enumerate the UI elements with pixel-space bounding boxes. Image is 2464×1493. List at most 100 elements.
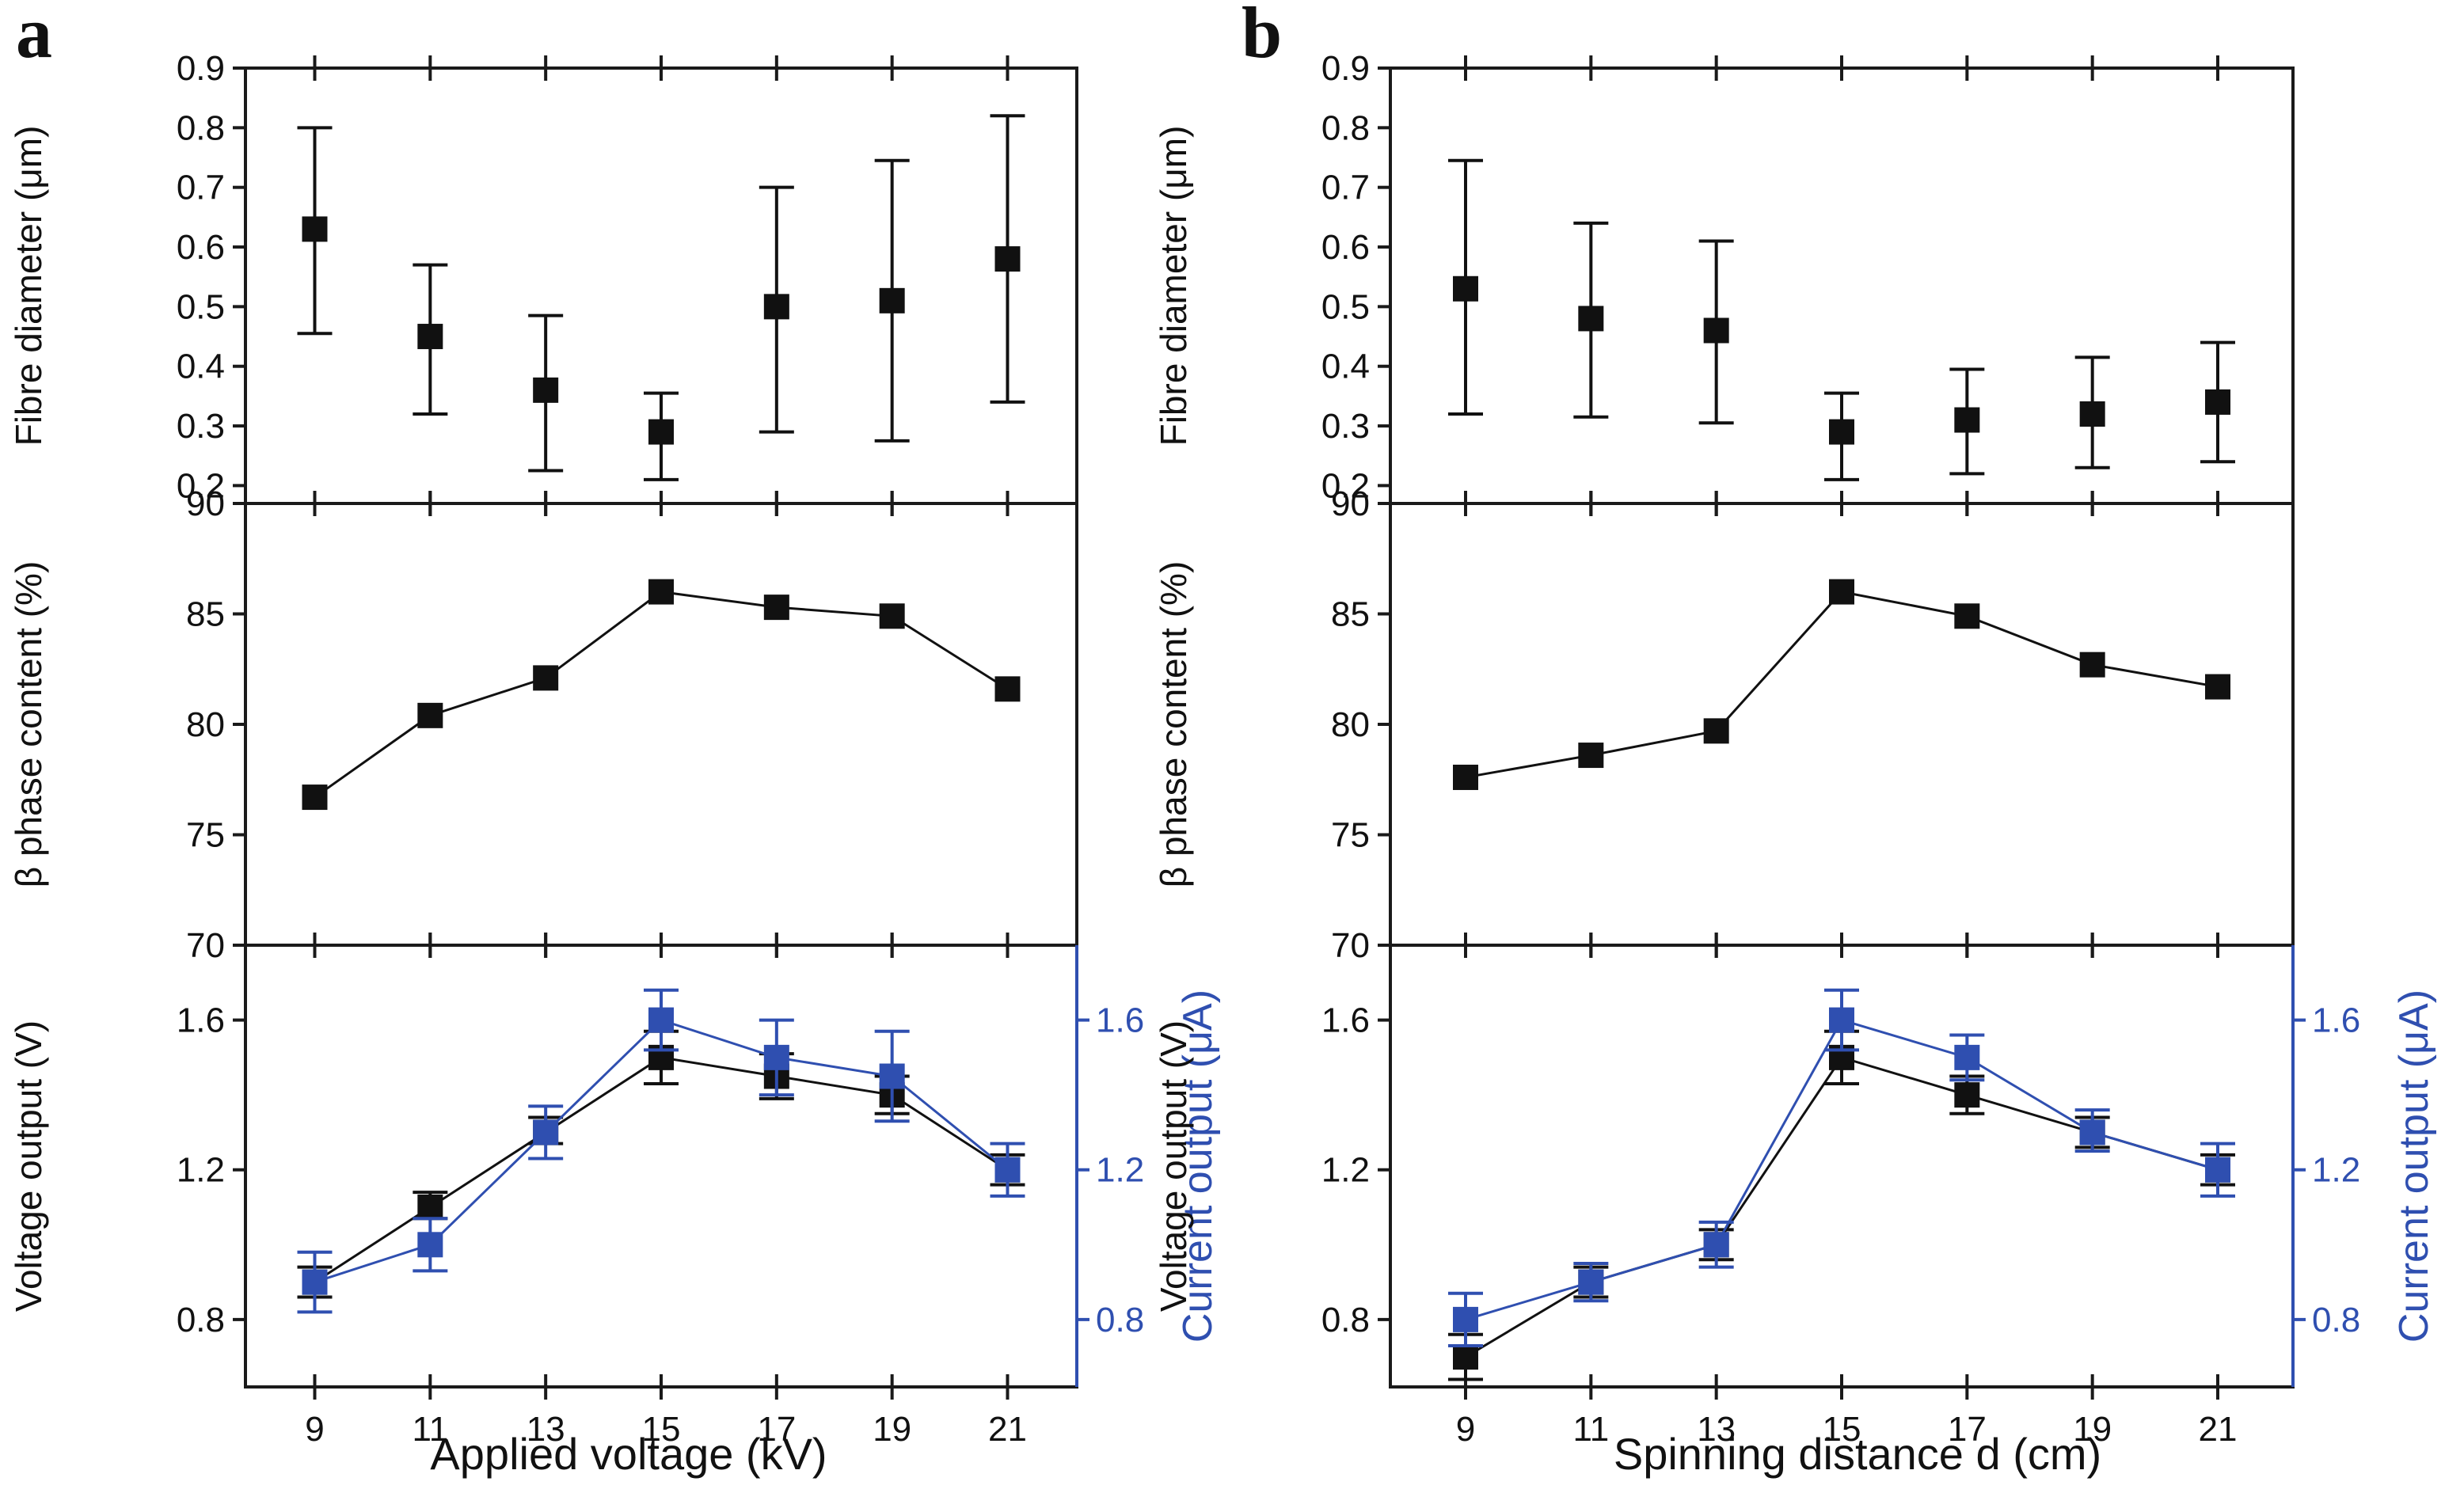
panel-a-beta-phase-y-tick-label: 70 bbox=[186, 926, 225, 965]
panel-b-beta-phase-y-tick-label: 75 bbox=[1331, 816, 1370, 855]
panel-a-output-current-output-marker bbox=[648, 1007, 674, 1033]
panel-b-fibre-diameter-fibre-diameter-marker bbox=[1954, 407, 1980, 433]
panel-b-beta-phase-subplot: 70 75 80 85 90 β phase content (%) bbox=[1153, 484, 2295, 965]
panel-b-output-right-y-tick-label: 1.2 bbox=[2312, 1151, 2360, 1190]
panel-a-fibre-diameter-fibre-diameter-marker bbox=[879, 287, 905, 313]
panel-a-output-current-output-marker bbox=[994, 1157, 1021, 1183]
panel-b-fibre-diameter-fibre-diameter-marker bbox=[1453, 275, 1478, 302]
panel-b-beta-phase--phase-content-marker bbox=[2205, 674, 2230, 700]
panel-a-output-x-tick-label: 9 bbox=[305, 1410, 324, 1449]
panel-a-output-right-y-axis-label: Current output (μA) bbox=[1175, 990, 1221, 1343]
panel-a-output-current-output-marker bbox=[302, 1269, 328, 1295]
panel-a-output-x-tick-label: 19 bbox=[873, 1410, 911, 1449]
panel-a-x-axis-label: Applied voltage (kV) bbox=[430, 1429, 827, 1479]
panel-a-fibre-diameter-y-tick-label: 0.5 bbox=[177, 287, 225, 326]
panel-b-output-right-y-tick-label: 0.8 bbox=[2312, 1301, 2360, 1339]
panel-a-fibre-diameter-y-axis-label: Fibre diameter (μm) bbox=[8, 126, 49, 446]
panel-b-output-y-tick-label: 1.2 bbox=[1321, 1151, 1370, 1190]
panel-a-output-x-tick-label: 17 bbox=[757, 1410, 796, 1449]
panel-b-output-x-tick-label: 19 bbox=[2073, 1410, 2112, 1449]
panel-a-fibre-diameter-subplot: 0.2 0.3 0.4 0.5 0.6 0.7 0.8 0.9 Fibre diameter (… bbox=[8, 49, 1078, 516]
panel-a-fibre-diameter-y-tick-label: 0.7 bbox=[177, 169, 225, 207]
panel-a-fibre-diameter-fibre-diameter-marker bbox=[648, 419, 674, 445]
panel-b-fibre-diameter-y-tick-label: 0.7 bbox=[1321, 169, 1370, 207]
panel-a-output-right-y-tick-label: 1.2 bbox=[1096, 1151, 1144, 1190]
panel-a-output-current-output-marker bbox=[879, 1063, 905, 1089]
panel-letter-a: a bbox=[16, 0, 52, 73]
panel-b-output-y-axis-label: Voltage output (V) bbox=[1153, 1020, 1194, 1312]
panel-a-output-x-tick-label: 11 bbox=[412, 1410, 448, 1449]
panel-b-fibre-diameter-y-tick-label: 0.6 bbox=[1321, 228, 1370, 267]
panel-a-output-y-tick-label: 1.2 bbox=[177, 1151, 225, 1190]
panel-b-output-y-tick-label: 1.6 bbox=[1321, 1001, 1370, 1040]
panel-b-output-voltage-output-marker bbox=[1453, 1344, 1478, 1370]
panel-a-fibre-diameter-y-tick-label: 0.8 bbox=[177, 108, 225, 147]
panel-a-output-right-y-tick-label: 1.6 bbox=[1096, 1001, 1144, 1040]
panel-b-output-current-output-marker bbox=[2079, 1119, 2105, 1145]
panel-letter-b: b bbox=[1242, 0, 1282, 73]
panel-a-fibre-diameter-fibre-diameter-marker bbox=[302, 216, 328, 242]
panel-b-output-subplot: 9 11 13 15 17 19 21 0.8 1.2 1.6 Voltage output (V)… bbox=[1153, 933, 2437, 1449]
panel-b-output-x-tick-label: 9 bbox=[1456, 1410, 1475, 1449]
panel-b-output-current-output-marker bbox=[2205, 1157, 2230, 1183]
panel-b-output-voltage-output-marker bbox=[1954, 1082, 1980, 1108]
panel-b-output-current-output-marker bbox=[1954, 1044, 1980, 1070]
panel-b-fibre-diameter-y-tick-label: 0.2 bbox=[1321, 466, 1370, 505]
panel-b-fibre-diameter-subplot: 0.2 0.3 0.4 0.5 0.6 0.7 0.8 0.9 Fibre diameter (… bbox=[1153, 49, 2295, 516]
panel-a-fibre-diameter-y-tick-label: 0.3 bbox=[177, 407, 225, 446]
panel-b-beta-phase--phase-content-marker bbox=[1954, 603, 1980, 629]
panel-a-beta-phase--phase-content-marker bbox=[648, 579, 674, 605]
panel-a-beta-phase--phase-content-marker bbox=[994, 676, 1021, 702]
panel-b-output-x-tick-label: 21 bbox=[2199, 1410, 2238, 1449]
panel-b-output-current-output-marker bbox=[1578, 1269, 1604, 1295]
panel-a-beta-phase-y-tick-label: 90 bbox=[186, 484, 225, 523]
panel-a-beta-phase-y-tick-label: 85 bbox=[186, 595, 225, 634]
panel-a-output-y-tick-label: 1.6 bbox=[177, 1001, 225, 1040]
panel-b-output-current-output-marker bbox=[1453, 1306, 1478, 1332]
panel-b-output-current-output-marker bbox=[1829, 1007, 1854, 1033]
panel-b-x-axis-label: Spinning distance d (cm) bbox=[1614, 1429, 2101, 1479]
panel-a-output-x-tick-label: 21 bbox=[988, 1410, 1027, 1449]
panel-b-beta-phase-y-tick-label: 70 bbox=[1331, 926, 1370, 965]
panel-b-beta-phase--phase-content-marker bbox=[1453, 764, 1478, 790]
panel-a-output-right-y-tick-label: 0.8 bbox=[1096, 1301, 1144, 1339]
panel-b-output-x-tick-label: 13 bbox=[1697, 1410, 1736, 1449]
panel-a-fibre-diameter-y-tick-label: 0.6 bbox=[177, 228, 225, 267]
plots: 0.2 0.3 0.4 0.5 0.6 0.7 0.8 0.9 Fibre diameter (… bbox=[8, 49, 2437, 1449]
panel-b-fibre-diameter-y-tick-label: 0.3 bbox=[1321, 407, 1370, 446]
panel-a-fibre-diameter-fibre-diameter-marker bbox=[533, 377, 559, 403]
panel-b-beta-phase-y-axis-label: β phase content (%) bbox=[1153, 561, 1194, 888]
panel-a-fibre-diameter-fibre-diameter-marker bbox=[763, 294, 789, 320]
panel-a-fibre-diameter-y-tick-label: 0.2 bbox=[177, 466, 225, 505]
panel-b-beta-phase-y-tick-label: 80 bbox=[1331, 705, 1370, 744]
panel-b-output-right-y-axis-label: Current output (μA) bbox=[2391, 990, 2437, 1343]
panel-b-fibre-diameter-y-tick-label: 0.5 bbox=[1321, 287, 1370, 326]
panel-a-beta-phase--phase-content-marker bbox=[302, 784, 328, 811]
panel-a-beta-phase-y-axis-label: β phase content (%) bbox=[8, 561, 49, 888]
panel-b-output-current-output-marker bbox=[1703, 1232, 1729, 1258]
panel-a-fibre-diameter-y-tick-label: 0.9 bbox=[177, 49, 225, 88]
panel-b-output-x-tick-label: 15 bbox=[1823, 1410, 1861, 1449]
panel-b-beta-phase--phase-content-marker bbox=[1703, 718, 1729, 744]
panel-a-output-y-tick-label: 0.8 bbox=[177, 1301, 225, 1339]
panel-a-beta-phase-y-tick-label: 75 bbox=[186, 816, 225, 855]
panel-b-beta-phase-y-tick-label: 85 bbox=[1331, 595, 1370, 634]
panel-a-output-current-output-marker bbox=[763, 1044, 789, 1070]
panel-b-output-x-tick-label: 17 bbox=[1948, 1410, 1987, 1449]
panel-b-beta-phase--phase-content-marker bbox=[2079, 652, 2105, 678]
panel-b-fibre-diameter-fibre-diameter-marker bbox=[1703, 317, 1729, 344]
panel-a-output-y-axis-label: Voltage output (V) bbox=[8, 1020, 49, 1312]
panel-b-fibre-diameter-y-axis-label: Fibre diameter (μm) bbox=[1153, 126, 1194, 446]
panel-b-fibre-diameter-fibre-diameter-marker bbox=[2205, 389, 2230, 415]
panel-a-output-voltage-output-marker bbox=[417, 1195, 443, 1221]
panel-b-beta-phase--phase-content-marker bbox=[1578, 743, 1604, 769]
panel-a-beta-phase-y-tick-label: 80 bbox=[186, 705, 225, 744]
panel-b-output-y-tick-label: 0.8 bbox=[1321, 1301, 1370, 1339]
panel-b-output-x-tick-label: 11 bbox=[1572, 1410, 1609, 1449]
panel-a-beta-phase--phase-content-marker bbox=[533, 665, 559, 691]
panel-b-fibre-diameter-y-tick-label: 0.9 bbox=[1321, 49, 1370, 88]
panel-a-beta-phase--phase-content-marker bbox=[417, 702, 443, 728]
